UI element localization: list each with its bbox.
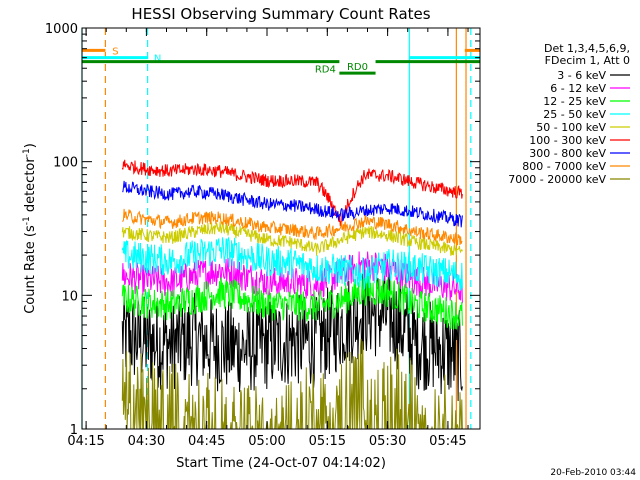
x-tick-label: 04:45 xyxy=(188,434,225,449)
legend-entry-label: 25 - 50 keV xyxy=(543,108,606,121)
legend-entry-label: 7000 - 20000 keV xyxy=(508,173,606,186)
series-line xyxy=(122,208,463,246)
series-line xyxy=(121,236,463,291)
series-line xyxy=(121,274,463,330)
x-tick-label: 04:15 xyxy=(67,434,104,449)
y-axis-label-end: ) xyxy=(23,143,38,148)
series-layer xyxy=(121,159,463,431)
legend-header: Det 1,3,4,5,6,9, xyxy=(544,42,630,55)
y-tick-label: 1 xyxy=(70,423,78,438)
axis-layer: 04:15 04:30 04:45 05:00 05:15 05:30 05:45 1 10 10… xyxy=(45,22,480,449)
flag-label: RD0 xyxy=(347,62,368,73)
legend-entry-label: 100 - 300 keV xyxy=(529,134,606,147)
series-line xyxy=(121,159,463,227)
flag-label: N xyxy=(154,54,161,65)
legend-entry-label: 300 - 800 keV xyxy=(529,147,606,160)
plot-frame xyxy=(81,27,481,430)
y-axis-label-sup2: -1 xyxy=(22,148,32,157)
chart-title: HESSI Observing Summary Count Rates xyxy=(131,5,430,23)
y-axis-label-sup1: -1 xyxy=(22,216,32,225)
flag-layer: S N RD0 RD4 xyxy=(82,46,480,76)
y-tick-label: 10 xyxy=(61,289,78,304)
legend-entry-label: 800 - 7000 keV xyxy=(522,160,606,173)
series-line xyxy=(121,221,463,256)
x-tick-label: 05:15 xyxy=(309,434,346,449)
y-axis-label-base: Count Rate (s xyxy=(23,225,38,314)
y-tick-label: 100 xyxy=(53,156,78,171)
series-line xyxy=(122,180,463,228)
legend: Det 1,3,4,5,6,9,FDecim 1, Att 0 3 - 6 keV… xyxy=(508,42,630,186)
x-tick-label: 05:30 xyxy=(369,434,406,449)
legend-entry-label: 50 - 100 keV xyxy=(536,121,606,134)
series-line xyxy=(121,267,463,402)
legend-entry-label: 3 - 6 keV xyxy=(557,69,606,82)
legend-header: FDecim 1, Att 0 xyxy=(545,54,630,67)
y-axis-label-mid: detector xyxy=(23,157,38,217)
timestamp: 20-Feb-2010 03:44 xyxy=(550,468,636,478)
legend-entry-label: 12 - 25 keV xyxy=(543,95,606,108)
y-axis-label: Count Rate (s-1 detector-1) xyxy=(22,143,38,314)
y-tick-label: 1000 xyxy=(45,22,78,37)
x-tick-label: 04:30 xyxy=(128,434,165,449)
flag-label: S xyxy=(112,46,118,57)
x-tick-label: 05:00 xyxy=(248,434,285,449)
x-axis-label: Start Time (24-Oct-07 04:14:02) xyxy=(176,456,386,471)
flag-label: RD4 xyxy=(315,65,336,76)
legend-entry-label: 6 - 12 keV xyxy=(550,82,606,95)
x-tick-label: 05:45 xyxy=(429,434,466,449)
